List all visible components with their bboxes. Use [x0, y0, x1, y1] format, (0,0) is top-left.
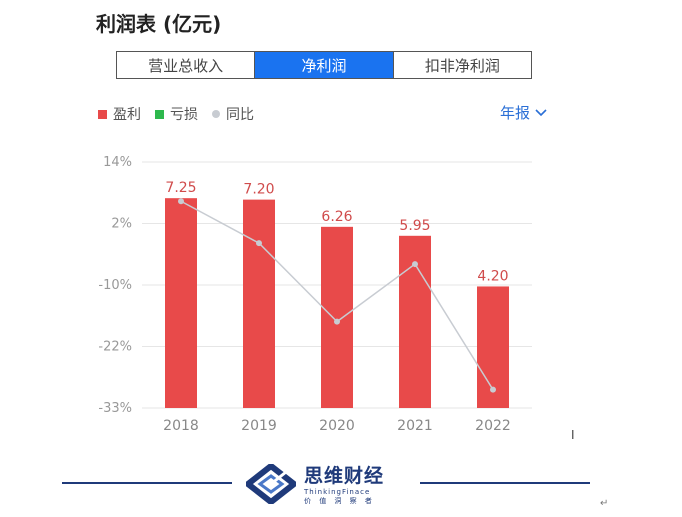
legend-label-loss: 亏损 — [170, 107, 198, 123]
legend-swatch-loss — [155, 109, 164, 119]
metric-tabs: 营业总收入 净利润 扣非净利润 — [116, 51, 532, 79]
x-tick-label: 2020 — [319, 418, 355, 434]
brand-name: 思维财经 — [304, 465, 385, 487]
chevron-down-icon — [535, 108, 547, 116]
legend-item-loss[interactable]: 亏损 — [155, 104, 198, 124]
paragraph-mark-icon: ↵ — [600, 498, 609, 509]
x-tick-label: 2018 — [163, 418, 199, 434]
bar-data-label: 5.95 — [399, 218, 430, 234]
x-tick-label: 2022 — [475, 418, 511, 434]
bar[interactable] — [165, 198, 197, 408]
brand-logo: 思维财经 ThinkingFinace 价 值 洞 察 者 — [246, 461, 384, 506]
bar[interactable] — [321, 226, 353, 408]
x-tick-label: 2021 — [397, 418, 433, 434]
legend-label-profit: 盈利 — [113, 107, 141, 123]
brand-name-en: ThinkingFinace — [304, 488, 371, 496]
footer-divider-left — [62, 482, 232, 484]
legend-label-yoy: 同比 — [226, 107, 254, 123]
profit-chart: 14% 2% -10% -22% -33% 7.25 7.20 6.26 5.95 4.20 2… — [98, 155, 532, 434]
legend-item-yoy[interactable]: 同比 — [212, 104, 254, 124]
legend-item-profit[interactable]: 盈利 — [98, 104, 141, 124]
chart-title: 利润表 (亿元) — [96, 12, 222, 36]
legend-swatch-profit — [98, 109, 107, 119]
text-cursor-icon: I — [571, 428, 575, 442]
chart-legend: 盈利 亏损 同比 — [98, 104, 268, 124]
brand-slogan: 价 值 洞 察 者 — [304, 497, 375, 505]
tab-net-profit[interactable]: 净利润 — [255, 52, 394, 78]
yoy-point[interactable] — [178, 198, 184, 205]
legend-swatch-yoy — [212, 110, 220, 118]
yoy-point[interactable] — [334, 318, 340, 325]
yoy-point[interactable] — [490, 386, 496, 393]
bar-data-label: 7.25 — [165, 180, 196, 196]
yoy-point[interactable] — [412, 261, 418, 268]
bar-data-label: 6.26 — [321, 209, 352, 225]
period-selector[interactable]: 年报 — [500, 102, 547, 123]
y-tick-label: 2% — [111, 217, 132, 232]
y-tick-label: 14% — [103, 155, 132, 170]
yoy-point[interactable] — [256, 240, 262, 247]
tab-revenue[interactable]: 营业总收入 — [117, 52, 256, 78]
bar-data-label: 4.20 — [477, 268, 508, 284]
y-tick-label: -33% — [98, 401, 132, 416]
period-selector-label: 年报 — [500, 104, 531, 122]
brand-mark-icon — [246, 463, 296, 504]
bar-data-label: 7.20 — [243, 182, 274, 198]
y-tick-label: -22% — [98, 340, 132, 355]
tab-adjusted-net-profit[interactable]: 扣非净利润 — [424, 56, 500, 75]
x-tick-label: 2019 — [241, 418, 277, 434]
bar[interactable] — [243, 199, 275, 408]
y-tick-label: -10% — [98, 278, 132, 293]
footer-divider-right — [420, 482, 590, 484]
